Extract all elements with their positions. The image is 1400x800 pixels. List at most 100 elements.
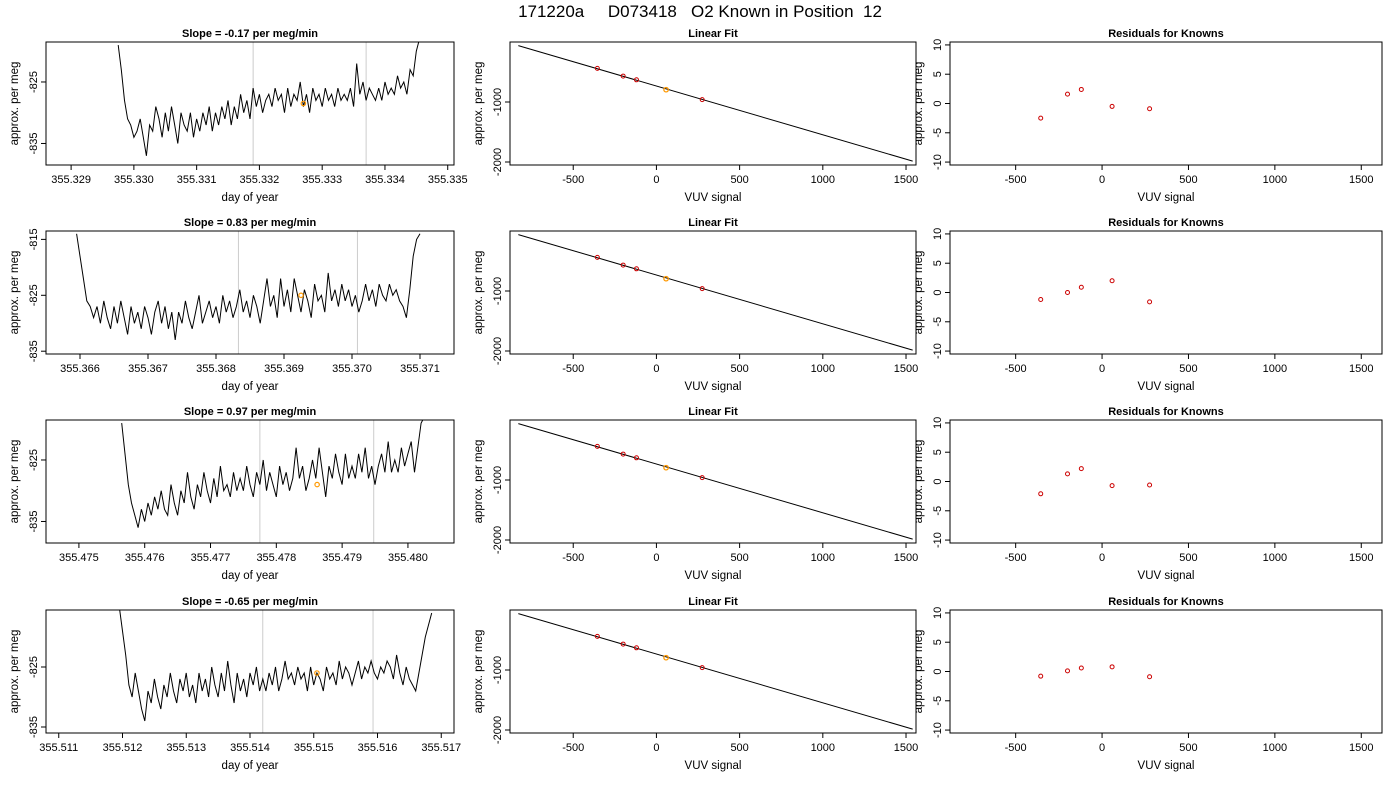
residual-point — [1109, 483, 1115, 489]
residual-point — [1078, 284, 1084, 290]
y-tick-label: -2000 — [492, 526, 504, 554]
y-tick-label: -1000 — [492, 656, 504, 684]
y-tick-label: -2000 — [492, 337, 504, 365]
known-point — [620, 262, 626, 268]
y-axis-label: approx. per meg — [473, 62, 485, 146]
residuals-panel-row-3: -500 0 500 1000 1500 10 5 0 -5 -10 Residuals for K… — [913, 406, 1383, 582]
x-tick-label: 1500 — [894, 174, 918, 186]
y-tick-label: -825 — [28, 284, 40, 306]
panel-title: Slope = 0.83 per meg/min — [184, 217, 317, 229]
x-tick-label: 1500 — [1349, 552, 1373, 564]
sample-point — [663, 654, 669, 661]
x-tick-label: 1000 — [811, 174, 835, 186]
panel-title: Linear Fit — [688, 406, 738, 418]
fit-panel-row-2: -500 0 500 1000 1500 -1000 -2000 Linear Fit VUV … — [473, 217, 918, 393]
x-tick-label: 500 — [730, 742, 748, 754]
fit-panel-row-3: -500 0 500 1000 1500 -1000 -2000 Linear Fit VUV … — [473, 406, 918, 582]
known-point — [620, 641, 626, 647]
y-tick-label: 0 — [932, 289, 944, 295]
data-trace-line — [119, 610, 433, 722]
fit-panel-row-1: -500 0 500 1000 1500 -1000 -2000 Linear Fit VUV … — [473, 28, 918, 204]
fit-panel-row-4: -500 0 500 1000 1500 -1000 -2000 Linear Fit VUV … — [473, 596, 918, 772]
x-tick-label: 1500 — [894, 742, 918, 754]
known-point — [699, 475, 705, 481]
x-tick-label: 1000 — [1263, 174, 1287, 186]
y-axis-label: approx. per meg — [9, 630, 21, 714]
x-tick-label: 0 — [653, 363, 659, 375]
x-tick-label: 500 — [1179, 742, 1197, 754]
y-tick-label: -825 — [28, 449, 40, 471]
known-point — [594, 633, 600, 639]
y-tick-label: 0 — [932, 100, 944, 106]
y-axis-label: approx. per meg — [913, 630, 925, 714]
known-point — [594, 254, 600, 260]
residual-point — [1038, 673, 1044, 679]
x-tick-label: 355.513 — [166, 742, 206, 754]
x-tick-label: -500 — [562, 363, 584, 375]
x-axis-label: VUV signal — [1138, 381, 1195, 393]
x-tick-label: 1500 — [1349, 174, 1373, 186]
x-tick-label: 355.329 — [51, 174, 91, 186]
known-point — [620, 73, 626, 79]
y-tick-label: -1000 — [492, 277, 504, 305]
x-tick-label: 0 — [1099, 742, 1105, 754]
residual-point — [1065, 471, 1071, 477]
y-tick-label: -835 — [28, 132, 40, 154]
y-axis-label: approx. per meg — [913, 440, 925, 524]
residuals-panel-row-1: -500 0 500 1000 1500 10 5 0 -5 -10 Residuals for K… — [913, 28, 1383, 204]
y-tick-label: 5 — [932, 71, 944, 77]
x-tick-label: 1000 — [1263, 742, 1287, 754]
y-axis-label: approx. per meg — [9, 251, 21, 335]
x-tick-label: 355.371 — [400, 363, 440, 375]
y-axis-label: approx. per meg — [9, 440, 21, 524]
x-axis-label: VUV signal — [1138, 570, 1195, 582]
x-tick-label: 1000 — [811, 363, 835, 375]
residual-point — [1147, 482, 1153, 488]
known-point — [633, 645, 639, 651]
x-tick-label: 500 — [730, 552, 748, 564]
x-tick-label: 1000 — [811, 552, 835, 564]
x-tick-label: 500 — [730, 174, 748, 186]
residuals-panel-row-4: -500 0 500 1000 1500 10 5 0 -5 -10 Residuals for K… — [913, 596, 1383, 772]
y-axis-label: approx. per meg — [473, 251, 485, 335]
x-tick-label: 0 — [653, 742, 659, 754]
residual-point — [1147, 299, 1153, 305]
y-tick-label: 5 — [932, 260, 944, 266]
x-tick-label: 1500 — [1349, 742, 1373, 754]
sample-point — [663, 464, 669, 471]
x-tick-label: 0 — [1099, 174, 1105, 186]
x-axis-label: VUV signal — [685, 760, 742, 772]
y-tick-label: -10 — [932, 154, 944, 170]
x-tick-label: 0 — [653, 552, 659, 564]
trace-panel-row-4: 355.511 355.512 355.513 355.514 355.515 355.5… — [9, 596, 461, 772]
x-tick-label: 355.512 — [103, 742, 143, 754]
x-tick-label: 355.334 — [365, 174, 405, 186]
residual-point — [1065, 290, 1071, 295]
x-tick-label: 355.332 — [240, 174, 280, 186]
x-tick-label: 0 — [1099, 363, 1105, 375]
x-tick-label: 1000 — [1263, 552, 1287, 564]
y-tick-label: -1000 — [492, 88, 504, 116]
plot-frame — [509, 609, 917, 734]
y-axis-label: approx. per meg — [9, 62, 21, 146]
sample-point — [663, 275, 669, 282]
panel-title: Linear Fit — [688, 596, 738, 608]
residual-point — [1065, 91, 1071, 97]
x-tick-label: 355.477 — [191, 552, 231, 564]
panel-title: Linear Fit — [688, 217, 738, 229]
x-tick-label: 500 — [1179, 552, 1197, 564]
panel-title: Linear Fit — [688, 28, 738, 40]
x-tick-label: 355.478 — [256, 552, 296, 564]
x-tick-label: 355.335 — [428, 174, 468, 186]
known-point — [594, 65, 600, 71]
x-tick-label: 355.368 — [196, 363, 236, 375]
y-tick-label: 5 — [932, 449, 944, 455]
y-tick-label: 5 — [932, 639, 944, 645]
plot-frame — [949, 230, 1383, 355]
plot-frame — [509, 41, 917, 166]
y-tick-label: -835 — [28, 340, 40, 362]
x-axis-label: day of year — [222, 192, 279, 204]
fit-line — [518, 45, 913, 162]
plot-frame — [509, 419, 917, 544]
